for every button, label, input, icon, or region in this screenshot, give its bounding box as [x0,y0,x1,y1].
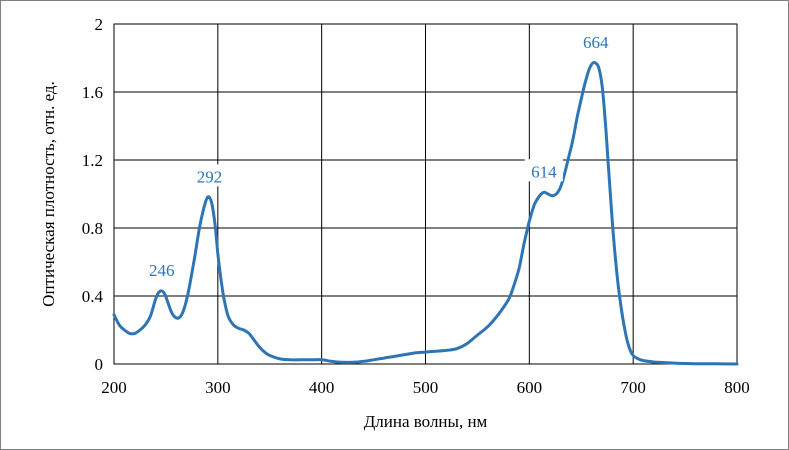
y-tick-label: 2 [95,15,104,34]
peak-label-background [576,30,615,53]
peak-label-background [190,164,229,187]
x-axis-ticks: 200 300 400 500 600 700 800 [101,378,750,397]
y-tick-label: 0.4 [82,287,104,306]
peak-label: 614 [531,162,557,181]
peak-labels: 246 292 614 664 [142,30,615,280]
x-axis-title: Длина волны, нм [364,412,488,431]
x-tick-label: 200 [101,378,127,397]
y-tick-label: 1.2 [82,151,103,170]
x-tick-label: 400 [309,378,335,397]
x-tick-label: 500 [413,378,439,397]
plot-area [113,23,738,365]
grid-lines [114,24,737,364]
y-tick-label: 1.6 [82,83,103,102]
y-tick-label: 0.8 [82,219,103,238]
x-tick-label: 300 [205,378,231,397]
x-tick-label: 800 [724,378,750,397]
peak-label: 246 [149,261,175,280]
peak-label-background [524,159,563,182]
x-tick-label: 700 [620,378,646,397]
y-tick-label: 0 [95,355,104,374]
spectrum-line [112,61,739,366]
peak-label-background [142,257,181,280]
peak-label: 292 [197,167,223,186]
y-axis-title: Оптическая плотность, отн. ед. [39,81,58,307]
x-tick-label: 600 [517,378,543,397]
peak-label: 664 [583,33,609,52]
y-axis-ticks: 0 0.4 0.8 1.2 1.6 2 [82,15,104,374]
